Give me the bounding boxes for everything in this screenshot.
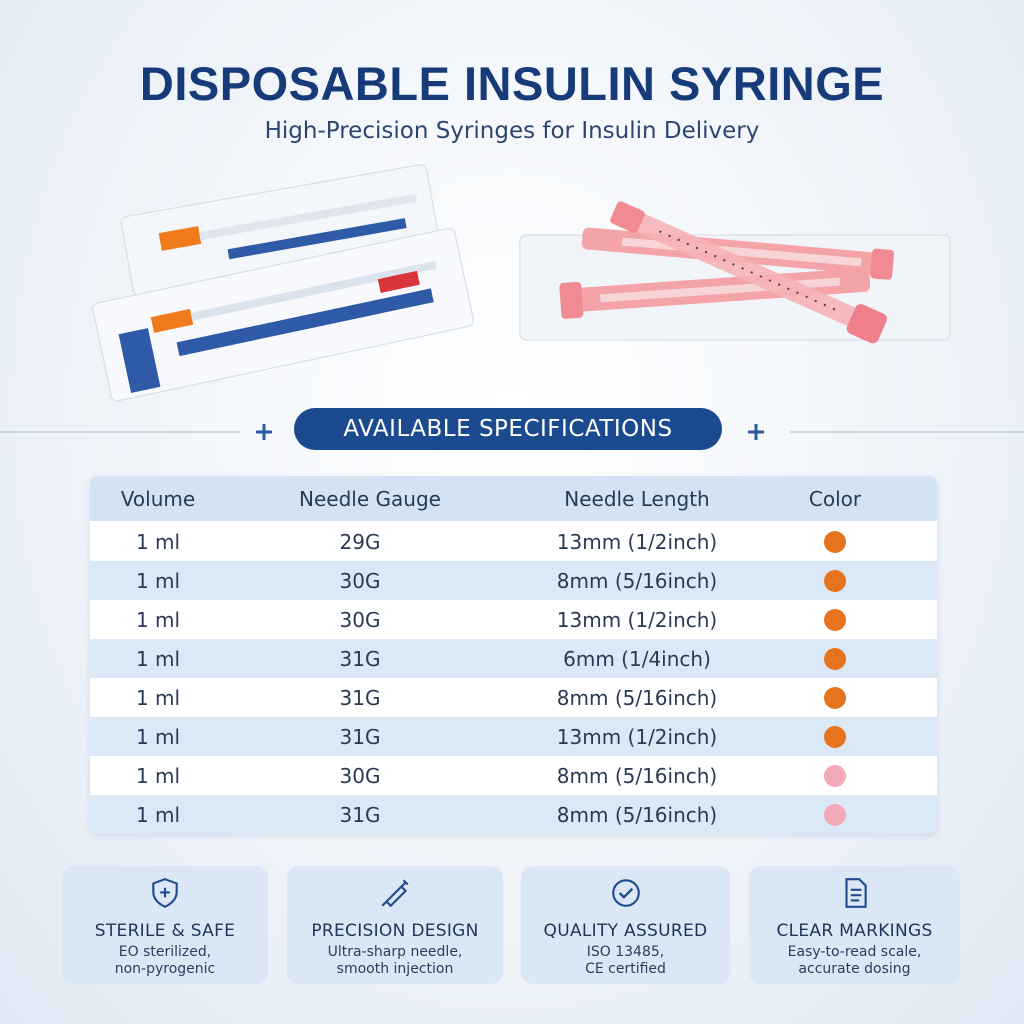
feature-card: STERILE & SAFE EO sterilized, non-pyrogeni… xyxy=(62,866,268,984)
table-cell: 1 ml xyxy=(135,568,181,593)
color-cell xyxy=(770,756,900,795)
feature-title: QUALITY ASSURED xyxy=(543,921,708,941)
table-cell: 8mm (5/16inch) xyxy=(556,685,718,710)
color-dot xyxy=(824,608,846,631)
feature-icon xyxy=(152,878,178,909)
feature-text: non-pyrogenic xyxy=(114,961,216,977)
table-cell: 8mm (5/16inch) xyxy=(556,763,718,788)
table-cell: 1 ml xyxy=(135,724,181,749)
title: DISPOSABLE INSULIN SYRINGE xyxy=(139,57,885,110)
color-cell xyxy=(770,600,900,639)
table-cell: 8mm (5/16inch) xyxy=(556,802,718,827)
table-row: 1 ml 31G 8mm (5/16inch) xyxy=(90,678,937,717)
table-cell: 13mm (1/2inch) xyxy=(556,529,718,554)
table-cell: 30G xyxy=(339,607,381,632)
header-row: Volume Needle Gauge Needle Length Color xyxy=(90,476,937,521)
table-cell: 1 ml xyxy=(135,763,181,788)
table-cell: 31G xyxy=(339,802,381,827)
column-header: Needle Gauge xyxy=(299,486,441,511)
color-cell xyxy=(770,639,900,678)
table-cell: 31G xyxy=(339,646,381,671)
feature-title: PRECISION DESIGN xyxy=(311,921,479,941)
color-dot xyxy=(824,530,846,553)
feature-title: STERILE & SAFE xyxy=(94,921,236,941)
table-cell: 30G xyxy=(339,568,381,593)
table-cell: 13mm (1/2inch) xyxy=(556,607,718,632)
table-row: 1 ml 30G 8mm (5/16inch) xyxy=(90,561,937,600)
feature-text: CE certified xyxy=(585,961,666,977)
color-cell xyxy=(770,678,900,717)
subtitle: High-Precision Syringes for Insulin Deli… xyxy=(264,118,760,144)
table-cell: 6mm (1/4inch) xyxy=(563,646,711,671)
color-dot xyxy=(824,686,846,709)
table-cell: 1 ml xyxy=(135,685,181,710)
color-dot xyxy=(824,647,846,670)
table-cell: 31G xyxy=(339,724,381,749)
table-cell: 30G xyxy=(339,763,381,788)
color-cell xyxy=(770,561,900,600)
syringe-packages xyxy=(92,164,474,402)
feature-icon xyxy=(844,878,867,908)
column-header: Volume xyxy=(120,486,196,511)
feature-text: EO sterilized, xyxy=(118,944,212,960)
feature-title: CLEAR MARKINGS xyxy=(776,921,933,941)
spec-table: Volume Needle Gauge Needle Length Color 1 ml… xyxy=(90,476,937,834)
table-row: 1 ml 31G 6mm (1/4inch) xyxy=(90,639,937,678)
color-dot xyxy=(824,803,846,826)
table-row: 1 ml 31G 13mm (1/2inch) xyxy=(90,717,937,756)
table-cell: 29G xyxy=(339,529,381,554)
feature-card: QUALITY ASSURED ISO 13485, CE certified xyxy=(521,866,730,984)
table-row: 1 ml 31G 8mm (5/16inch) xyxy=(90,795,937,834)
feature-text: Easy-to-read scale, xyxy=(787,944,922,960)
table-row: 1 ml 30G 13mm (1/2inch) xyxy=(90,600,937,639)
table-row: 1 ml 30G 8mm (5/16inch) xyxy=(90,756,937,795)
column-header: Color xyxy=(808,486,862,511)
feature-text: smooth injection xyxy=(336,961,454,977)
feature-text: ISO 13485, xyxy=(586,944,665,960)
table-cell: 13mm (1/2inch) xyxy=(556,724,718,749)
color-cell xyxy=(770,522,900,561)
color-dot xyxy=(824,725,846,748)
color-cell xyxy=(770,795,900,834)
color-cell xyxy=(770,717,900,756)
column-header: Needle Length xyxy=(564,486,710,511)
color-dot xyxy=(824,764,846,787)
feature-text: Ultra-sharp needle, xyxy=(327,944,463,960)
table-cell: 8mm (5/16inch) xyxy=(556,568,718,593)
feature-card: CLEAR MARKINGS Easy-to-read scale, accurat… xyxy=(749,866,960,984)
table-row: 1 ml 29G 13mm (1/2inch) xyxy=(90,522,937,561)
feature-text: accurate dosing xyxy=(798,961,911,977)
table-cell: 31G xyxy=(339,685,381,710)
feature-icon xyxy=(381,879,409,908)
section-title: AVAILABLE SPECIFICATIONS xyxy=(294,408,722,450)
pink-syringes xyxy=(519,201,951,344)
color-dot xyxy=(824,569,846,592)
table-cell: 1 ml xyxy=(135,607,181,632)
feature-card: PRECISION DESIGN Ultra-sharp needle, smoot… xyxy=(287,866,503,984)
table-cell: 1 ml xyxy=(135,802,181,827)
feature-icon xyxy=(611,879,640,907)
table-cell: 1 ml xyxy=(135,646,181,671)
table-cell: 1 ml xyxy=(135,529,181,554)
